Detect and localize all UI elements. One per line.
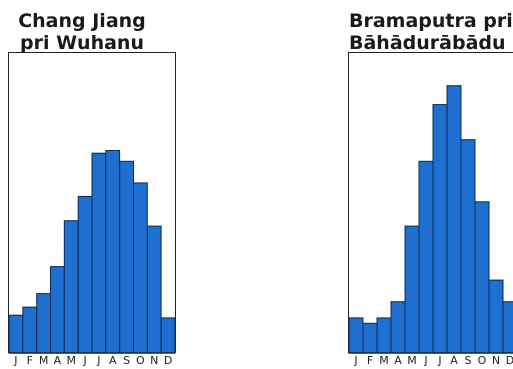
x-tick-label: J (97, 354, 101, 367)
x-tick-label: A (394, 354, 402, 367)
x-tick-label: S (464, 354, 472, 367)
bar-11 (160, 317, 176, 354)
x-tick-label: M (379, 354, 389, 367)
x-tick-label: J (14, 354, 18, 367)
bar-8 (119, 160, 134, 354)
bar-4 (63, 220, 79, 354)
bar-7 (446, 85, 462, 354)
x-tick-label: A (450, 354, 458, 367)
bar-11 (502, 301, 513, 354)
bar-5 (418, 160, 434, 354)
bar-7 (105, 150, 121, 354)
bar-10 (488, 279, 504, 354)
bars-area (8, 150, 176, 354)
bar-4 (404, 225, 420, 354)
x-tick-label: O (136, 354, 145, 367)
x-tick-label: N (150, 354, 159, 367)
bar-2 (376, 317, 392, 354)
x-tick-label: J (83, 354, 87, 367)
bars-area (348, 85, 513, 354)
bar-9 (133, 182, 148, 354)
x-tick-label: O (477, 354, 487, 367)
x-tick-label: J (438, 354, 442, 367)
chart-title: Bramaputra pri Bāhādurābādu (349, 10, 513, 54)
x-tick-label: D (505, 354, 513, 367)
x-tick-label: J (354, 354, 358, 367)
x-tick-label: D (163, 354, 173, 367)
x-tick-label: A (109, 354, 117, 367)
x-tick-label: M (38, 354, 49, 367)
bar-3 (50, 266, 65, 354)
x-tick-label: M (66, 354, 77, 367)
bar-1 (362, 322, 378, 354)
bar-0 (8, 314, 24, 354)
bar-1 (22, 306, 38, 354)
x-tick-label: N (491, 354, 501, 367)
x-tick-label: S (123, 354, 131, 367)
chart-title: Chang Jiang pri Wuhanu (12, 10, 152, 54)
chart-title-line-2: Bāhādurābādu (349, 32, 506, 54)
bar-2 (36, 293, 52, 354)
chart-title-line-2: pri Wuhanu (20, 32, 144, 54)
bar-9 (474, 201, 490, 354)
bar-3 (390, 301, 406, 354)
chart-title-line-1: Bramaputra pri (349, 10, 513, 32)
bar-5 (77, 195, 93, 354)
chart-title-line-1: Chang Jiang (18, 10, 146, 32)
x-tick-label: M (407, 354, 417, 367)
x-tick-label: A (53, 354, 62, 367)
bar-10 (146, 225, 162, 354)
bar-0 (348, 317, 364, 354)
x-tick-label: J (424, 354, 428, 367)
bar-8 (460, 139, 476, 354)
x-tick-label: F (26, 354, 33, 367)
x-tick-label: F (366, 354, 374, 367)
bar-6 (91, 152, 107, 354)
bar-6 (432, 104, 448, 354)
